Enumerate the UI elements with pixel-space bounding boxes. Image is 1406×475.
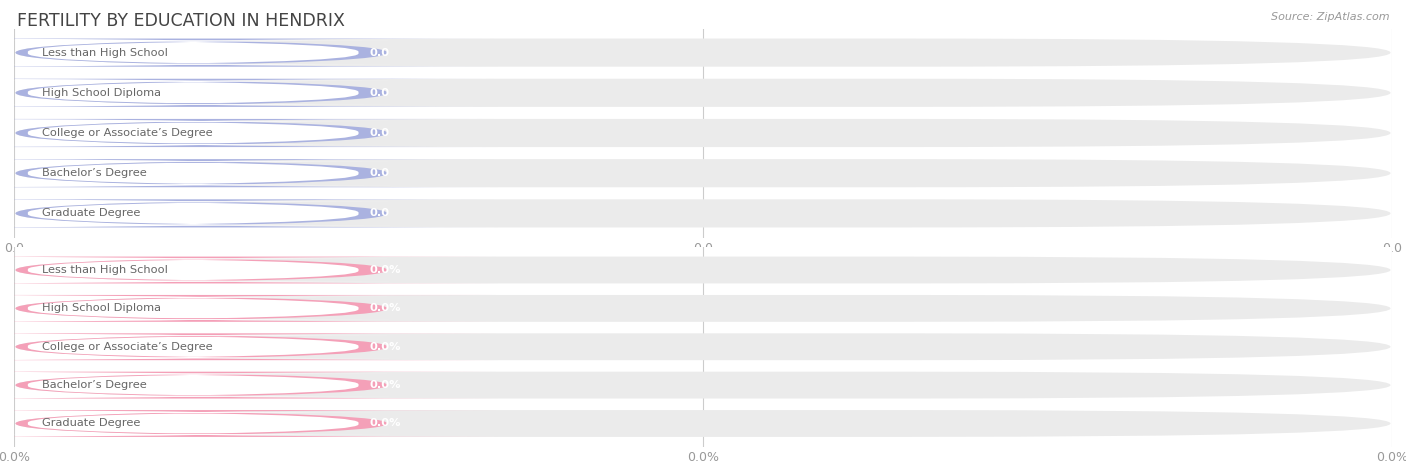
Text: 0.0: 0.0 bbox=[370, 48, 389, 57]
FancyBboxPatch shape bbox=[15, 119, 1391, 147]
Text: College or Associate’s Degree: College or Associate’s Degree bbox=[42, 342, 212, 352]
Text: Graduate Degree: Graduate Degree bbox=[42, 209, 141, 218]
FancyBboxPatch shape bbox=[0, 333, 498, 360]
Text: Graduate Degree: Graduate Degree bbox=[42, 418, 141, 428]
Text: 0.0: 0.0 bbox=[370, 209, 389, 218]
FancyBboxPatch shape bbox=[0, 297, 413, 320]
FancyBboxPatch shape bbox=[15, 159, 1391, 187]
Text: 0.0%: 0.0% bbox=[370, 380, 401, 390]
Text: 0.0: 0.0 bbox=[370, 168, 389, 178]
FancyBboxPatch shape bbox=[0, 412, 413, 435]
FancyBboxPatch shape bbox=[0, 335, 413, 358]
FancyBboxPatch shape bbox=[0, 81, 413, 105]
FancyBboxPatch shape bbox=[0, 371, 498, 399]
Text: Source: ZipAtlas.com: Source: ZipAtlas.com bbox=[1271, 12, 1389, 22]
FancyBboxPatch shape bbox=[15, 256, 1391, 284]
Text: Bachelor’s Degree: Bachelor’s Degree bbox=[42, 168, 146, 178]
FancyBboxPatch shape bbox=[15, 295, 1391, 322]
FancyBboxPatch shape bbox=[15, 200, 1391, 228]
FancyBboxPatch shape bbox=[0, 201, 413, 226]
Text: Less than High School: Less than High School bbox=[42, 265, 167, 275]
FancyBboxPatch shape bbox=[0, 38, 498, 66]
FancyBboxPatch shape bbox=[15, 38, 1391, 66]
Text: 0.0: 0.0 bbox=[370, 88, 389, 98]
Text: Less than High School: Less than High School bbox=[42, 48, 167, 57]
Text: 0.0%: 0.0% bbox=[370, 304, 401, 314]
FancyBboxPatch shape bbox=[0, 159, 498, 187]
FancyBboxPatch shape bbox=[0, 374, 413, 397]
FancyBboxPatch shape bbox=[0, 79, 498, 107]
FancyBboxPatch shape bbox=[15, 333, 1391, 360]
FancyBboxPatch shape bbox=[0, 200, 498, 228]
FancyBboxPatch shape bbox=[0, 258, 413, 282]
FancyBboxPatch shape bbox=[0, 40, 413, 65]
FancyBboxPatch shape bbox=[15, 79, 1391, 107]
Text: High School Diploma: High School Diploma bbox=[42, 304, 160, 314]
Text: FERTILITY BY EDUCATION IN HENDRIX: FERTILITY BY EDUCATION IN HENDRIX bbox=[17, 12, 344, 30]
Text: Bachelor’s Degree: Bachelor’s Degree bbox=[42, 380, 146, 390]
FancyBboxPatch shape bbox=[0, 295, 498, 322]
FancyBboxPatch shape bbox=[0, 121, 413, 145]
FancyBboxPatch shape bbox=[0, 119, 498, 147]
FancyBboxPatch shape bbox=[15, 371, 1391, 399]
Text: 0.0%: 0.0% bbox=[370, 342, 401, 352]
FancyBboxPatch shape bbox=[0, 161, 413, 185]
Text: 0.0: 0.0 bbox=[370, 128, 389, 138]
FancyBboxPatch shape bbox=[0, 410, 498, 437]
FancyBboxPatch shape bbox=[15, 410, 1391, 437]
Text: 0.0%: 0.0% bbox=[370, 418, 401, 428]
FancyBboxPatch shape bbox=[0, 256, 498, 284]
Text: High School Diploma: High School Diploma bbox=[42, 88, 160, 98]
Text: 0.0%: 0.0% bbox=[370, 265, 401, 275]
Text: College or Associate’s Degree: College or Associate’s Degree bbox=[42, 128, 212, 138]
